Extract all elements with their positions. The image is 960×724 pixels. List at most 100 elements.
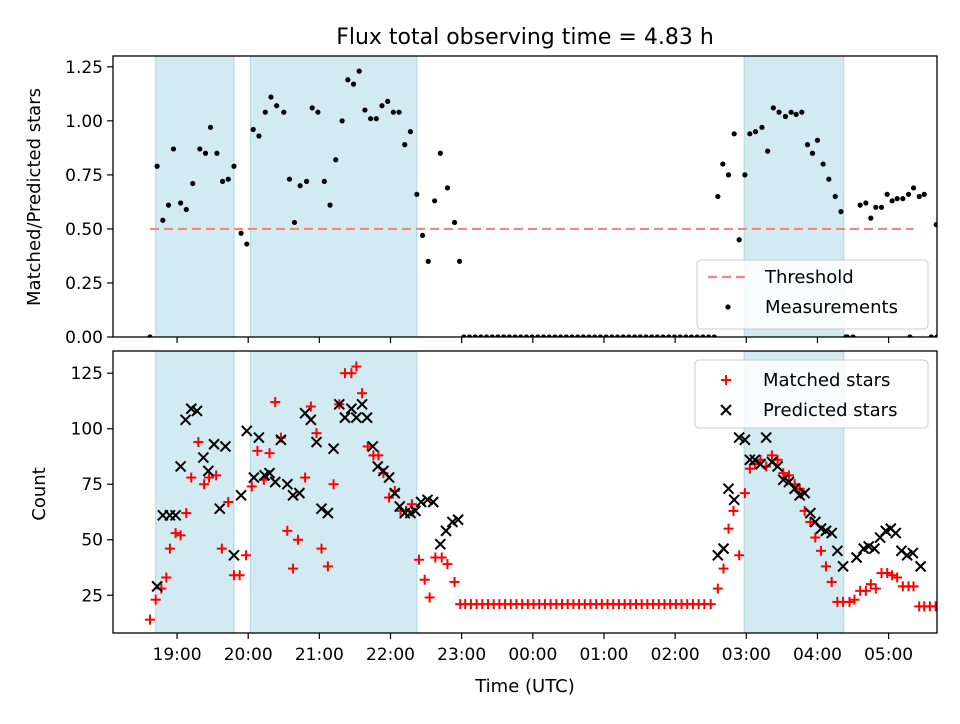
predicted-star-marker — [151, 580, 163, 593]
predicted-marker-b — [754, 458, 767, 470]
measurement-point — [286, 176, 293, 182]
bottom-panel: 25 50 75 100 125 19:00 20:00 21:00 22:00 23:00 00:… — [71, 350, 960, 665]
measurement-point — [776, 109, 782, 115]
predicted-marker-b — [868, 542, 881, 555]
predicted-marker-b — [248, 471, 260, 484]
measurement-point — [219, 178, 226, 184]
predicted-marker-b — [427, 496, 439, 508]
predicted-star-marker — [228, 549, 240, 561]
predicted-marker-b — [350, 411, 363, 424]
predicted-marker-b — [383, 471, 395, 484]
measurement-point — [414, 191, 420, 197]
matched-star-marker — [300, 472, 311, 483]
predicted-star-marker — [191, 405, 203, 417]
x-tick-label: 05:00 — [864, 645, 913, 665]
predicted-star-marker — [744, 454, 756, 466]
matched-star-marker — [718, 563, 729, 574]
measurement-point — [425, 258, 431, 264]
matched-star-marker — [413, 554, 424, 565]
matched-star-marker — [351, 361, 362, 372]
matched-star-marker — [449, 576, 460, 587]
matched-star-marker — [778, 468, 789, 479]
measurement-point — [878, 204, 885, 210]
matched-star-marker — [887, 570, 898, 581]
predicted-marker-b — [717, 542, 730, 555]
measurement-point — [752, 129, 759, 135]
matched-star-marker — [849, 594, 860, 605]
matched-star-marker — [204, 472, 215, 483]
predicted-star-marker — [890, 527, 902, 539]
measurement-point — [731, 131, 737, 137]
predicted-marker-b — [191, 405, 203, 417]
predicted-marker-b — [766, 456, 778, 468]
matched-star-marker — [384, 492, 395, 503]
predicted-star-marker — [310, 436, 323, 448]
predicted-marker-b — [179, 414, 192, 426]
matched-star-marker — [948, 601, 958, 611]
axes-frame — [112, 350, 938, 634]
predicted-star-marker — [415, 496, 427, 508]
predicted-star-marker — [394, 500, 406, 513]
measurement-point — [160, 217, 166, 223]
predicted-marker-b — [185, 403, 197, 415]
measurement-point — [214, 150, 220, 156]
predicted-star-marker — [208, 438, 220, 450]
predicted-star-marker — [235, 489, 247, 502]
measurement-point — [274, 103, 280, 109]
predicted-star-marker — [174, 460, 187, 473]
measurement-point — [297, 183, 303, 189]
y-tick-label: 25 — [81, 586, 103, 606]
predicted-marker-b — [914, 560, 927, 573]
predicted-marker-b — [356, 398, 368, 410]
matched-star-marker — [826, 576, 837, 587]
measurement-point — [910, 185, 917, 191]
matched-star-marker — [419, 574, 430, 585]
matched-star-marker — [942, 601, 952, 611]
predicted-marker-b — [263, 467, 276, 479]
matched-star-marker — [216, 543, 227, 554]
legend-box — [694, 359, 929, 429]
measurement-point — [826, 176, 832, 182]
measurement-point — [451, 219, 458, 226]
predicted-marker-b — [219, 440, 232, 453]
measurement-point — [900, 196, 906, 202]
legend-measurement-label: Measurements — [765, 297, 898, 318]
predicted-star-marker — [269, 476, 281, 488]
measurement-point — [303, 178, 310, 184]
matched-star-marker — [270, 397, 281, 408]
matched-star-marker — [164, 543, 175, 554]
matched-star-marker — [953, 601, 960, 611]
predicted-star-marker — [315, 502, 328, 515]
measurement-point — [832, 193, 838, 200]
matched-star-marker — [246, 481, 257, 492]
top-panel: 0.00 0.25 0.50 0.75 1.00 1.25 Threshold Measure… — [65, 55, 938, 348]
matched-star-marker — [305, 401, 316, 412]
measurement-point — [231, 163, 237, 169]
measurement-point — [327, 202, 333, 208]
matched-star-marker — [860, 585, 871, 596]
measurement-point — [244, 241, 250, 247]
predicted-marker-b — [174, 460, 187, 473]
matched-star-marker — [282, 525, 293, 536]
measurement-point — [715, 193, 721, 200]
measurement-point — [367, 116, 374, 122]
predicted-star-marker — [907, 547, 919, 559]
predicted-star-marker — [253, 431, 265, 444]
matched-star-marker — [234, 570, 245, 581]
predicted-star-marker — [831, 545, 844, 557]
predicted-star-marker — [798, 487, 811, 499]
predicted-star-marker — [350, 411, 363, 424]
measurement-point — [456, 258, 463, 264]
x-tick-label: 19:00 — [153, 645, 202, 665]
predicted-marker-b — [214, 502, 226, 515]
measurement-point — [170, 146, 177, 152]
matched-star-marker — [892, 572, 903, 583]
predicted-marker-b — [850, 551, 863, 564]
matched-star-marker — [311, 428, 322, 439]
matched-star-marker — [252, 445, 263, 456]
predicted-marker-b — [440, 525, 452, 537]
predicted-star-marker — [287, 489, 299, 502]
measurement-point — [190, 180, 196, 187]
predicted-star-marker — [275, 434, 287, 446]
matched-star-marker — [293, 534, 304, 545]
